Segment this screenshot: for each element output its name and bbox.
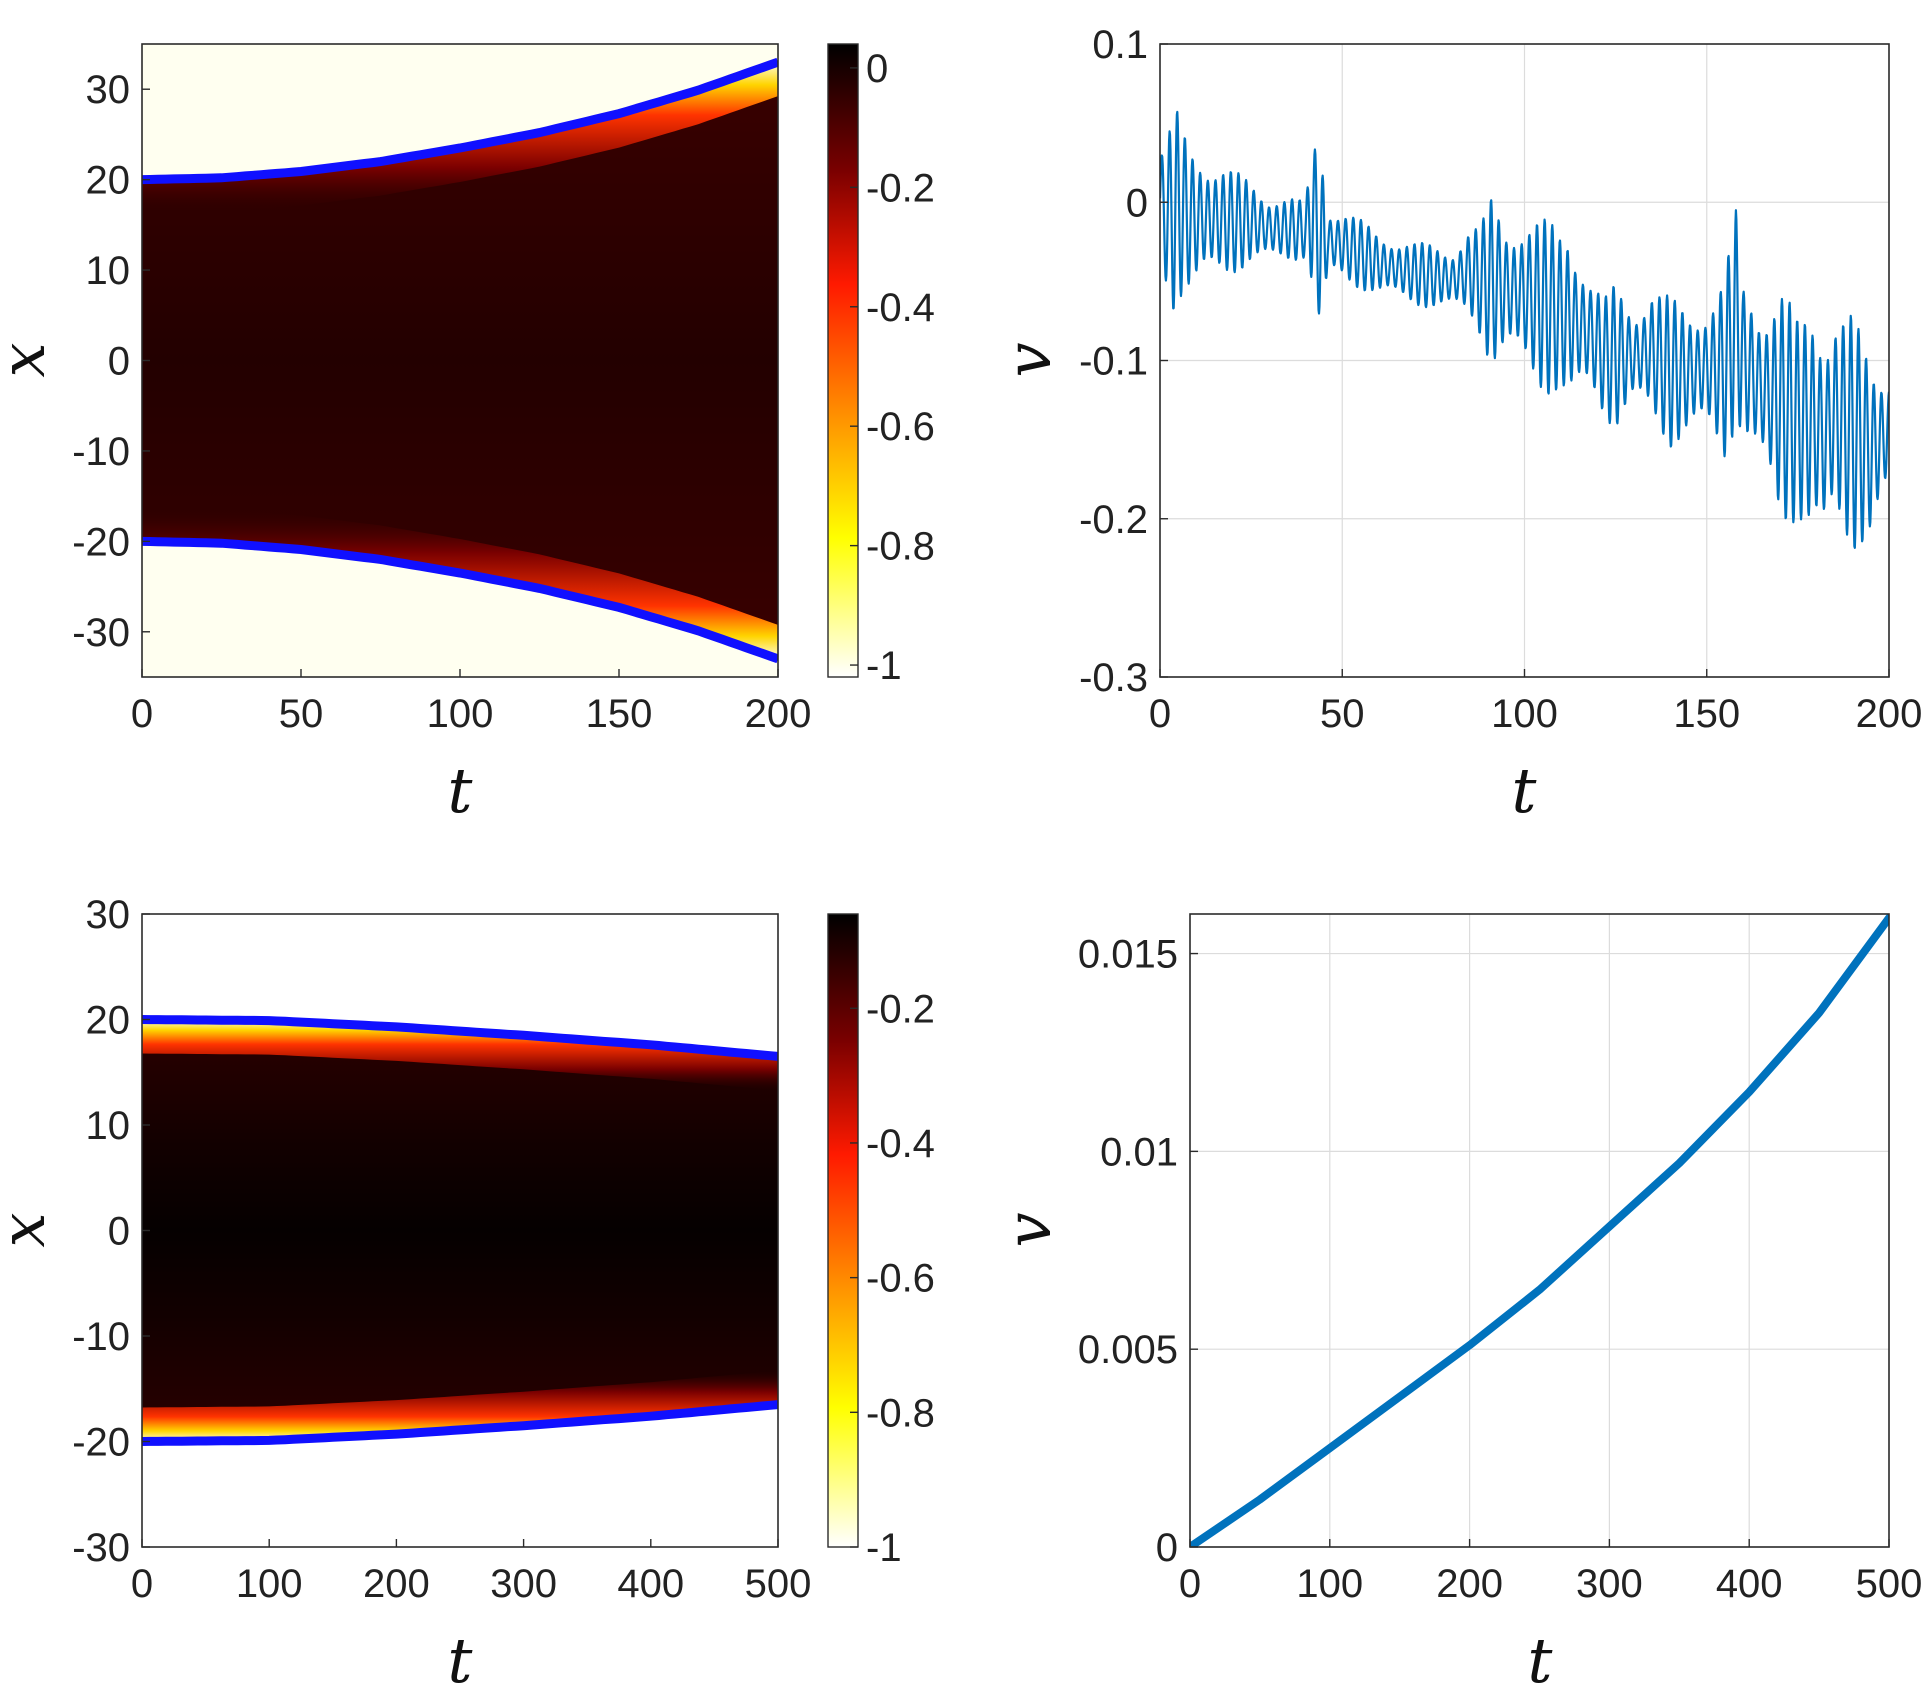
x-tick-label: 500 bbox=[745, 1562, 812, 1606]
y-tick-label: -10 bbox=[72, 1315, 130, 1359]
y-tick-labels: 0.1 0 -0.1 -0.2 -0.3 bbox=[1079, 23, 1168, 700]
y-tick-label: 10 bbox=[86, 249, 131, 293]
y-tick-label: -0.1 bbox=[1079, 340, 1148, 384]
x-tick-labels: 0 50 100 150 200 bbox=[1149, 669, 1923, 736]
x-axis-label: t bbox=[1512, 754, 1537, 827]
y-tick-label: -0.3 bbox=[1079, 656, 1148, 700]
y-tick-label: 0.015 bbox=[1078, 933, 1178, 977]
y-tick-label: 10 bbox=[86, 1104, 131, 1148]
x-tick-label: 200 bbox=[1856, 692, 1923, 736]
x-axis-label: t bbox=[448, 1624, 473, 1697]
y-axis-label: x bbox=[0, 1212, 59, 1247]
x-tick-label: 50 bbox=[1320, 692, 1365, 736]
y-tick-label: 0.1 bbox=[1092, 23, 1148, 67]
y-tick-label: 0.01 bbox=[1100, 1130, 1178, 1174]
x-tick-label: 100 bbox=[1296, 1562, 1363, 1606]
colorbar-tick-label: -0.6 bbox=[866, 405, 935, 449]
x-tick-labels: 0 100 200 300 400 500 bbox=[1179, 1539, 1923, 1606]
y-tick-label: 0 bbox=[1156, 1526, 1178, 1570]
heatmap-edge-upper bbox=[142, 1019, 778, 1091]
series-line bbox=[1190, 914, 1889, 1547]
y-tick-labels: 30 20 10 0 -10 -20 -30 bbox=[72, 68, 150, 655]
y-tick-label: 0.005 bbox=[1078, 1328, 1178, 1372]
x-tick-label: 200 bbox=[1436, 1562, 1503, 1606]
x-axis-label: t bbox=[1528, 1624, 1553, 1697]
x-tick-label: 0 bbox=[1179, 1562, 1201, 1606]
panel-bottom-right-line: 0 100 200 300 400 500 0.015 0.01 0.005 0 t v bbox=[992, 913, 1923, 1697]
y-tick-label: 30 bbox=[86, 68, 131, 112]
colorbar-tick-label: -0.2 bbox=[866, 166, 935, 210]
colorbar-tick-label: -0.4 bbox=[866, 286, 935, 330]
y-tick-label: 0 bbox=[108, 340, 130, 384]
colorbar-tick-labels: 0 -0.2 -0.4 -0.6 -0.8 -1 bbox=[850, 47, 935, 688]
y-tick-labels: 30 20 10 0 -10 -20 -30 bbox=[72, 893, 150, 1570]
boundary-lower-curve bbox=[142, 1400, 778, 1446]
x-tick-label: 100 bbox=[1491, 692, 1558, 736]
boundary-upper-curve bbox=[142, 1015, 778, 1061]
y-axis-label: v bbox=[992, 342, 1065, 377]
x-tick-label: 400 bbox=[1716, 1562, 1783, 1606]
x-tick-label: 150 bbox=[586, 692, 653, 736]
boundary-lower-curve bbox=[142, 536, 778, 664]
colorbar-tick-label: -0.4 bbox=[866, 1122, 935, 1166]
x-tick-labels: 0 50 100 150 200 bbox=[131, 669, 812, 736]
colorbar bbox=[827, 43, 859, 678]
colorbar-tick-label: -1 bbox=[866, 1526, 902, 1570]
x-tick-label: 150 bbox=[1673, 692, 1740, 736]
colorbar bbox=[827, 913, 859, 1548]
colorbar-tick-label: -0.8 bbox=[866, 1391, 935, 1435]
boundary-upper-curve bbox=[142, 57, 778, 185]
x-tick-label: 0 bbox=[1149, 692, 1171, 736]
y-tick-label: -0.2 bbox=[1079, 498, 1148, 542]
x-tick-label: 200 bbox=[363, 1562, 430, 1606]
y-tick-label: 30 bbox=[86, 893, 131, 937]
y-tick-label: -30 bbox=[72, 1526, 130, 1570]
series-line bbox=[1160, 110, 1889, 549]
heatmap-core bbox=[142, 62, 778, 659]
y-tick-label: 20 bbox=[86, 159, 131, 203]
axes-frame bbox=[1189, 913, 1890, 1548]
x-tick-label: 400 bbox=[617, 1562, 684, 1606]
colorbar-tick-label: -1 bbox=[866, 644, 902, 688]
grid-lines bbox=[1189, 914, 1890, 1548]
x-tick-label: 300 bbox=[490, 1562, 557, 1606]
x-tick-label: 500 bbox=[1856, 1562, 1923, 1606]
colorbar-tick-labels: -0.2 -0.4 -0.6 -0.8 -1 bbox=[850, 987, 935, 1570]
x-tick-label: 100 bbox=[427, 692, 494, 736]
x-axis-label: t bbox=[448, 754, 473, 827]
colorbar-tick-label: -0.8 bbox=[866, 525, 935, 569]
heatmap-core bbox=[142, 1019, 778, 1442]
y-axis-label: x bbox=[0, 342, 59, 377]
x-tick-label: 0 bbox=[131, 692, 153, 736]
x-tick-labels: 0 100 200 300 400 500 bbox=[131, 1539, 812, 1606]
y-tick-label: -10 bbox=[72, 430, 130, 474]
x-tick-label: 300 bbox=[1576, 1562, 1643, 1606]
y-tick-label: 0 bbox=[108, 1210, 130, 1254]
x-tick-label: 100 bbox=[236, 1562, 303, 1606]
y-tick-label: -20 bbox=[72, 520, 130, 564]
x-tick-label: 200 bbox=[745, 692, 812, 736]
colorbar-tick-label: -0.2 bbox=[866, 987, 935, 1031]
y-tick-label: -30 bbox=[72, 611, 130, 655]
y-tick-label: -20 bbox=[72, 1421, 130, 1465]
heatmap-edge-lower bbox=[142, 1370, 778, 1442]
x-tick-label: 0 bbox=[131, 1562, 153, 1606]
colorbar-tick-label: 0 bbox=[866, 47, 888, 91]
colorbar-tick-label: -0.6 bbox=[866, 1257, 935, 1301]
x-tick-label: 50 bbox=[279, 692, 324, 736]
y-tick-label: 20 bbox=[86, 999, 131, 1043]
y-axis-label: v bbox=[992, 1212, 1065, 1247]
y-tick-labels: 0.015 0.01 0.005 0 bbox=[1078, 933, 1198, 1570]
y-tick-label: 0 bbox=[1126, 181, 1148, 225]
panel-top-right-line: 0 50 100 150 200 0.1 0 -0.1 -0.2 -0.3 t v bbox=[992, 23, 1922, 827]
